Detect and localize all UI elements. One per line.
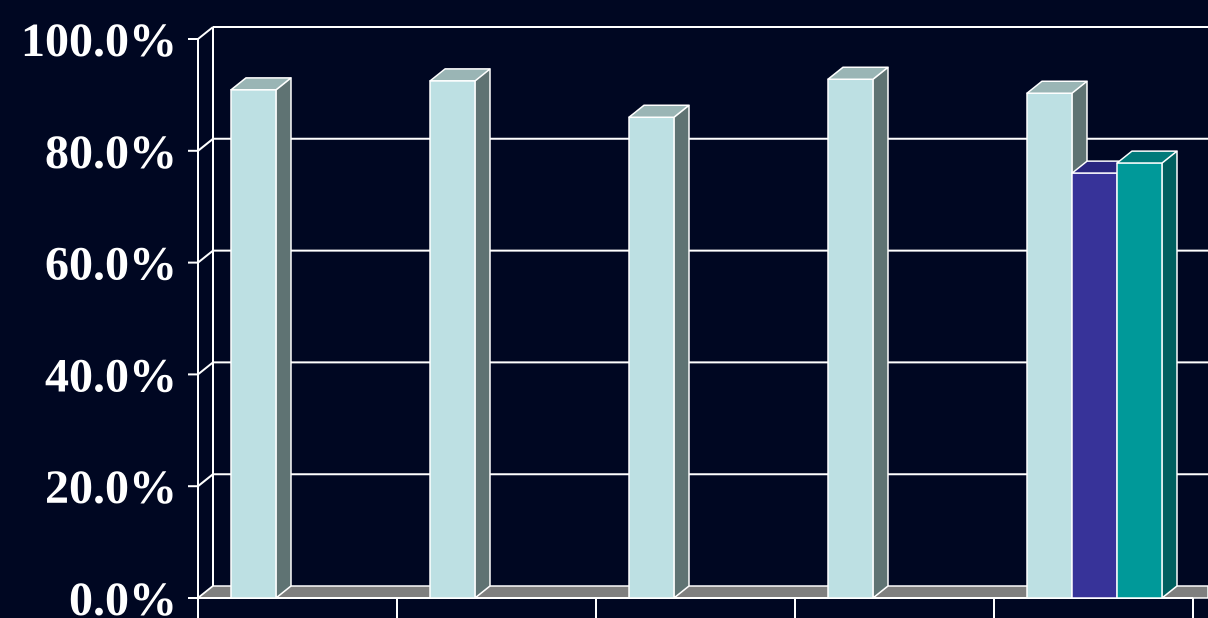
bar: [230, 77, 292, 599]
y-tick-labels: 0.0% 20.0% 40.0% 60.0% 80.0% 100.0%: [21, 14, 177, 618]
bar-front: [827, 78, 874, 599]
bar: [429, 68, 491, 599]
bar-side: [275, 77, 292, 599]
y-tick-label: 60.0%: [45, 238, 177, 291]
bar: [827, 66, 889, 599]
bar: [628, 104, 690, 599]
bar: [1116, 150, 1178, 599]
bar-side: [872, 66, 889, 599]
y-tick-label: 40.0%: [45, 349, 177, 402]
gridline-depth: [197, 249, 214, 264]
y-tick-label: 80.0%: [45, 126, 177, 179]
bars: [230, 66, 1178, 599]
bar-side: [474, 68, 491, 599]
bar-front: [628, 116, 675, 599]
bar-front: [1116, 162, 1163, 599]
bar-front: [429, 80, 476, 599]
gridline-depth: [197, 361, 214, 376]
bar-front: [1026, 92, 1073, 599]
y-tick-label: 0.0%: [69, 573, 177, 618]
y-tick-label: 20.0%: [45, 461, 177, 514]
bar-front: [1071, 172, 1118, 599]
bar-front: [230, 89, 277, 599]
bar-side: [673, 104, 690, 599]
y-tick-label: 100.0%: [21, 14, 177, 67]
gridline-depth: [197, 26, 214, 40]
bar-side: [1161, 150, 1178, 599]
gridline-depth: [197, 138, 214, 152]
gridline-depth: [197, 473, 214, 487]
